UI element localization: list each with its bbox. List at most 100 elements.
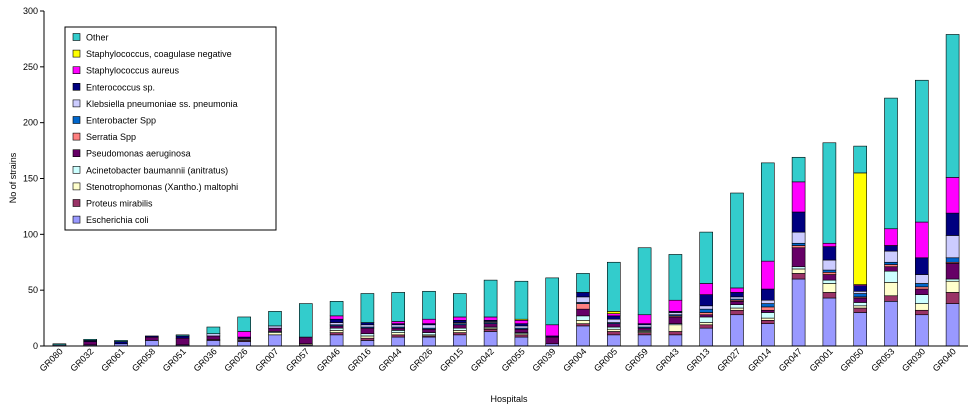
bar-segment bbox=[606, 323, 621, 328]
bar-segment bbox=[545, 277, 560, 326]
x-tick-label: GR050 bbox=[838, 346, 865, 373]
bar-segment bbox=[822, 246, 837, 261]
bar-segment bbox=[83, 341, 97, 346]
bar-segment bbox=[884, 97, 898, 230]
bar-segment bbox=[760, 303, 775, 308]
bar-segment bbox=[452, 327, 467, 331]
legend-label: Escherichia coli bbox=[86, 215, 149, 225]
bar-segment bbox=[730, 192, 744, 289]
bar-segment bbox=[268, 325, 282, 329]
bar-segment bbox=[514, 328, 529, 333]
bar-segment bbox=[114, 341, 128, 345]
bar-segment bbox=[822, 142, 837, 244]
bar-segment bbox=[853, 285, 868, 292]
legend-label: Proteus mirabilis bbox=[86, 199, 153, 209]
x-tick-label: GR026 bbox=[222, 346, 249, 373]
bar-segment bbox=[175, 335, 190, 339]
bar-segment bbox=[730, 296, 744, 300]
bar-segment bbox=[637, 324, 652, 328]
bar-segment bbox=[760, 323, 775, 347]
legend-swatch bbox=[72, 99, 81, 108]
bar-segment bbox=[945, 235, 960, 259]
bar-segment bbox=[452, 330, 467, 333]
bar-segment bbox=[391, 292, 406, 322]
bar-segment bbox=[268, 332, 282, 336]
bar-segment bbox=[699, 316, 714, 323]
bar-segment bbox=[914, 274, 929, 284]
bar-segment bbox=[730, 287, 744, 293]
legend-label: Other bbox=[86, 33, 109, 43]
legend-swatch bbox=[72, 149, 81, 157]
legend-swatch bbox=[72, 33, 81, 41]
legend-label: Enterobacter Spp bbox=[86, 116, 156, 126]
x-tick-label: GR016 bbox=[346, 346, 373, 373]
bar-segment bbox=[606, 334, 621, 347]
bar-segment bbox=[822, 292, 837, 299]
x-tick-label: GR040 bbox=[931, 346, 958, 373]
bar-segment bbox=[945, 278, 960, 282]
bar-segment bbox=[329, 301, 344, 317]
bar-segment bbox=[730, 314, 744, 347]
x-tick-label: GR055 bbox=[500, 346, 527, 373]
x-tick-label: GR043 bbox=[654, 346, 681, 373]
bars-layer bbox=[52, 34, 960, 347]
legend-label: Stenotrophomonas (Xantho.) maltophi bbox=[86, 182, 238, 192]
bar-segment bbox=[391, 330, 406, 333]
bar-segment bbox=[791, 181, 806, 213]
bar-segment bbox=[914, 286, 929, 290]
bar-segment bbox=[791, 211, 806, 233]
legend-label: Acinetobacter baumannii (anitratus) bbox=[86, 165, 228, 175]
bar-segment bbox=[391, 332, 406, 336]
y-tick-label: 50 bbox=[28, 285, 38, 295]
bar-segment bbox=[576, 325, 590, 347]
bar-segment bbox=[699, 294, 714, 307]
bar-segment bbox=[576, 320, 590, 324]
bar-segment bbox=[606, 326, 621, 330]
bar-segment bbox=[914, 79, 929, 223]
bar-segment bbox=[422, 336, 436, 347]
bar-segment bbox=[422, 328, 436, 333]
bar-segment bbox=[360, 333, 375, 337]
bar-segment bbox=[853, 307, 868, 313]
x-tick-label: GR036 bbox=[192, 346, 219, 373]
bar-segment bbox=[945, 257, 960, 263]
bar-segment bbox=[237, 316, 251, 332]
bar-segment bbox=[576, 296, 590, 303]
bar-segment bbox=[514, 334, 529, 338]
bar-segment bbox=[884, 270, 898, 283]
bar-segment bbox=[914, 294, 929, 304]
bar-segment bbox=[329, 315, 344, 320]
bar-segment bbox=[606, 313, 621, 317]
bar-segment bbox=[483, 316, 498, 321]
bar-segment bbox=[945, 292, 960, 304]
bar-segment bbox=[298, 336, 313, 345]
bar-segment bbox=[452, 332, 467, 336]
x-tick-label: GR015 bbox=[438, 346, 465, 373]
bar-segment bbox=[760, 260, 775, 290]
bar-segment bbox=[822, 269, 837, 273]
bar-segment bbox=[145, 335, 159, 338]
bar-segment bbox=[760, 312, 775, 319]
bar-segment bbox=[514, 336, 529, 347]
bar-segment bbox=[914, 303, 929, 311]
bar-segment bbox=[791, 273, 806, 280]
bar-segment bbox=[483, 328, 498, 332]
x-tick-label: GR001 bbox=[808, 346, 835, 373]
bar-segment bbox=[822, 271, 837, 275]
bar-segment bbox=[699, 308, 714, 313]
bar-segment bbox=[699, 324, 714, 329]
bar-segment bbox=[699, 283, 714, 295]
legend-swatch bbox=[72, 166, 81, 174]
bar-segment bbox=[853, 290, 868, 294]
bar-segment bbox=[791, 247, 806, 268]
bar-segment bbox=[514, 280, 529, 320]
bar-segment bbox=[884, 245, 898, 252]
bar-segment bbox=[699, 312, 714, 316]
bar-segment bbox=[760, 309, 775, 313]
bar-segment bbox=[360, 324, 375, 328]
x-tick-label: GR013 bbox=[684, 346, 711, 373]
bar-segment bbox=[514, 325, 529, 329]
x-tick-label: GR027 bbox=[715, 346, 742, 373]
bar-segment bbox=[914, 257, 929, 275]
bar-segment bbox=[637, 314, 652, 324]
